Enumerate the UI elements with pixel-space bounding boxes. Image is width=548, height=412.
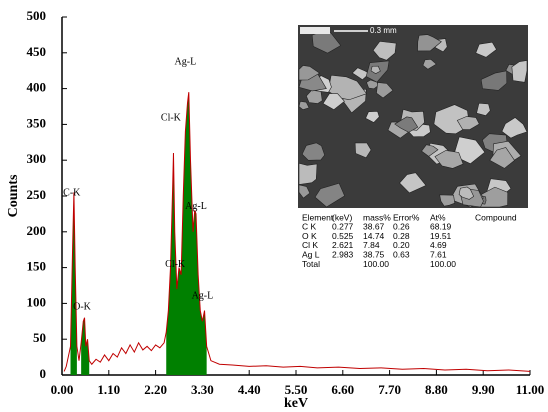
x-tick-label: 0.00 (51, 382, 74, 397)
table-cell: 100.00 (430, 259, 456, 269)
particle (422, 58, 437, 70)
table-cell: 4.69 (430, 240, 447, 250)
x-tick-label: 1.10 (97, 382, 120, 397)
table-cell: 68.19 (430, 222, 452, 232)
table-cell: 2.621 (332, 240, 354, 250)
table-cell: C K (302, 222, 317, 232)
peak-label: Ag-L (175, 56, 197, 67)
y-tick-label: 50 (33, 330, 46, 345)
table-cell: 38.75 (363, 249, 385, 259)
particle (311, 31, 342, 54)
table-cell: Total (302, 259, 320, 269)
table-header: Compound (475, 212, 517, 222)
x-tick-label: 5.50 (285, 382, 308, 397)
y-tick-label: 150 (27, 259, 47, 274)
peak-label: Ag-L (192, 291, 214, 302)
y-tick-label: 100 (27, 294, 47, 309)
particle (298, 65, 321, 81)
table-cell: Ag L (302, 249, 320, 259)
y-tick-label: 350 (27, 115, 47, 130)
particle (501, 117, 528, 139)
table-cell: 14.74 (363, 231, 385, 241)
particle (439, 194, 456, 207)
particle (399, 172, 427, 194)
x-tick-label: 11.00 (516, 382, 545, 397)
y-axis-label: Counts (6, 174, 21, 217)
y-tick-label: 400 (27, 80, 47, 95)
peak-label: C-K (63, 187, 81, 198)
particle (394, 116, 419, 133)
table-cell: 7.84 (363, 240, 380, 250)
table-header: Error% (393, 212, 420, 222)
particle (421, 144, 439, 157)
scale-label: 0.3 mm (370, 26, 397, 35)
particle (489, 147, 515, 169)
particle (417, 34, 442, 52)
sem-info-box (300, 27, 330, 34)
particle (366, 79, 379, 90)
particle (298, 184, 311, 199)
table-header: mass% (363, 212, 391, 222)
particle (370, 65, 381, 74)
particle (453, 136, 486, 165)
x-tick-label: 7.70 (378, 382, 401, 397)
peak-area (70, 192, 77, 375)
y-tick-label: 450 (27, 44, 47, 59)
peak-label: Ag-L (185, 201, 207, 212)
particle (351, 67, 370, 81)
table-cell: 0.277 (332, 222, 354, 232)
peak-area (81, 317, 90, 375)
table-cell: O K (302, 231, 317, 241)
particle (354, 142, 372, 159)
x-tick-label: 4.40 (238, 382, 261, 397)
table-cell: Cl K (302, 240, 318, 250)
table-header: Element (302, 212, 334, 222)
table-cell: 0.63 (393, 249, 410, 259)
sem-image (298, 25, 528, 208)
particle (476, 102, 491, 116)
y-tick-label: 500 (27, 8, 47, 23)
particle (511, 60, 528, 83)
table-header: (keV) (332, 212, 352, 222)
y-tick-label: 300 (27, 151, 47, 166)
particle (301, 142, 325, 161)
peak-label: Cl-K (161, 112, 182, 123)
particle (322, 93, 345, 111)
peak-label: O-K (73, 301, 92, 312)
y-tick-label: 0 (40, 366, 47, 381)
particle (365, 111, 380, 123)
x-axis-label: keV (284, 396, 308, 411)
peak-label: Cl-K (165, 259, 186, 270)
table-cell: 100.00 (363, 259, 389, 269)
x-tick-label: 8.80 (425, 382, 448, 397)
particle (298, 162, 318, 185)
particle (434, 150, 464, 169)
particle (314, 182, 345, 208)
particle (298, 101, 310, 111)
peak-area (166, 92, 207, 376)
x-tick-label: 9.90 (472, 382, 495, 397)
particle (480, 70, 508, 91)
table-header: At% (430, 212, 446, 222)
particle (458, 186, 475, 200)
particle (456, 116, 480, 130)
table-cell: 19.51 (430, 231, 452, 241)
table-cell: 0.28 (393, 231, 410, 241)
x-tick-label: 6.60 (331, 382, 354, 397)
spectrum-line (63, 92, 531, 372)
table-cell: 0.20 (393, 240, 410, 250)
y-tick-label: 200 (27, 223, 47, 238)
table-cell: 7.61 (430, 249, 447, 259)
table-cell: 2.983 (332, 249, 354, 259)
particle (372, 41, 397, 61)
x-tick-label: 3.30 (191, 382, 214, 397)
particle (376, 82, 394, 99)
table-cell: 0.26 (393, 222, 410, 232)
y-tick-label: 250 (27, 187, 47, 202)
x-tick-label: 2.20 (144, 382, 167, 397)
particle (475, 41, 497, 58)
table-cell: 0.525 (332, 231, 354, 241)
table-cell: 38.67 (363, 222, 385, 232)
